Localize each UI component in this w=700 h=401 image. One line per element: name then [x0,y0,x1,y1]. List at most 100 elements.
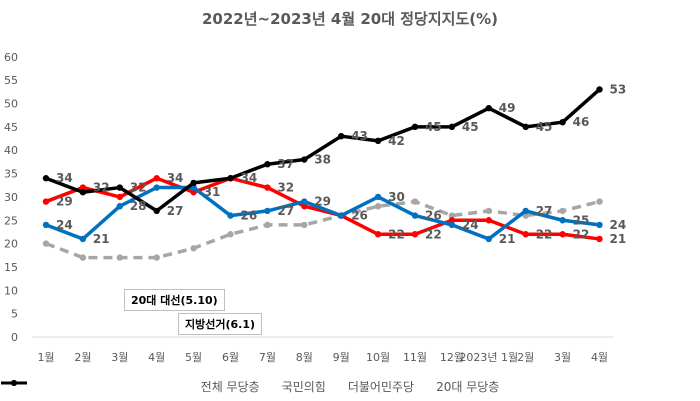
data-label: 53 [610,82,627,96]
data-point-series-3 [448,123,456,131]
data-point-series-3 [264,161,271,168]
data-label: 37 [277,157,294,171]
y-tick-label: 20 [4,238,18,251]
x-tick-label: 3월 [554,351,571,364]
data-point-series-3 [374,137,382,145]
x-tick-label: 2월 [517,351,534,364]
data-label: 22 [388,227,405,241]
data-point-series-1 [411,231,419,238]
x-tick-label: 7월 [259,351,276,364]
y-tick-label: 15 [4,261,18,274]
data-point-series-3 [411,123,419,131]
data-label: 32 [93,181,110,195]
data-label: 27 [167,204,184,218]
data-label: 32 [130,181,147,195]
annotation-local-election: 지방선거(6.1) [178,313,263,335]
x-tick-label: 1월 [37,351,54,364]
data-label: 45 [536,120,553,134]
y-tick-label: 5 [11,308,18,321]
data-point-series-2 [338,212,345,219]
data-label: 34 [167,171,184,185]
data-label: 21 [499,232,516,246]
data-point-series-2 [596,221,603,229]
data-label: 34 [56,171,73,185]
data-label: 26 [241,209,258,223]
series-line-1 [45,176,600,241]
y-tick-label: 50 [4,98,18,111]
x-tick-label: 5월 [185,351,202,364]
data-point-series-2 [374,193,382,201]
data-point-series-0 [227,231,234,238]
data-point-series-2 [411,212,419,219]
data-point-series-2 [153,184,160,191]
data-point-series-1 [522,231,529,238]
x-tick-label: 8월 [296,351,313,364]
data-point-series-2 [116,203,124,210]
data-label: 26 [351,209,368,223]
data-point-series-2 [264,207,271,215]
data-point-series-0 [42,240,50,247]
data-label: 28 [130,199,147,213]
y-tick-label: 25 [4,214,18,227]
data-label: 27 [277,204,294,218]
data-label: 22 [536,227,553,241]
data-point-series-1 [153,175,160,182]
data-point-series-3 [485,104,492,112]
data-label: 25 [573,213,590,227]
x-tick-label: 9월 [333,351,350,364]
data-label: 30 [388,190,405,204]
legend-item-ppp: 국민의힘 [1,378,326,395]
legend-item-20s-independents: 20대 무당층 [1,378,500,395]
y-tick-label: 55 [4,74,18,87]
data-point-series-3 [227,175,234,182]
data-point-series-0 [374,203,382,210]
data-point-series-3 [338,132,345,140]
data-label: 43 [351,129,368,143]
data-point-series-1 [448,217,456,224]
series-line-3 [45,88,601,213]
data-point-series-1 [116,193,124,201]
data-point-series-1 [79,184,87,191]
data-label: 27 [536,204,553,218]
data-label: 45 [462,120,479,134]
series-line-2 [45,185,600,241]
data-label: 22 [425,227,442,241]
x-tick-label: 11월 [403,351,427,364]
data-point-series-1 [559,231,566,238]
x-tick-label: 4월 [591,351,608,364]
legend-label: 20대 무당층 [436,380,500,394]
data-point-series-0 [485,207,492,215]
data-label: 34 [241,171,258,185]
data-point-series-1 [264,184,271,191]
data-point-series-0 [116,254,124,261]
data-point-series-0 [448,212,456,219]
x-tick-label: 12월 [440,351,464,364]
data-label: 22 [573,227,590,241]
data-point-series-2 [301,198,308,205]
data-point-series-0 [79,254,87,261]
x-tick-label: 2월 [74,351,91,364]
x-tick-label: 10월 [366,351,390,364]
data-point-series-3 [79,189,87,196]
data-label: 21 [610,232,627,246]
data-point-series-0 [301,221,308,229]
legend-item-overall-independents: 전체 무당층 [1,378,260,395]
data-label: 21 [93,232,110,246]
y-tick-label: 60 [4,51,18,64]
data-point-series-1 [301,203,308,210]
data-label: 31 [204,185,221,199]
data-point-series-3 [190,179,197,187]
data-point-series-0 [559,207,566,215]
data-point-series-0 [411,198,419,205]
data-label: 45 [425,120,442,134]
data-point-series-1 [374,231,382,238]
data-point-series-2 [448,221,456,229]
data-point-series-2 [522,207,529,215]
data-point-series-0 [264,221,271,229]
data-label: 24 [610,218,627,232]
data-label: 49 [499,101,516,115]
data-point-series-1 [485,217,492,224]
data-point-series-2 [227,212,234,219]
